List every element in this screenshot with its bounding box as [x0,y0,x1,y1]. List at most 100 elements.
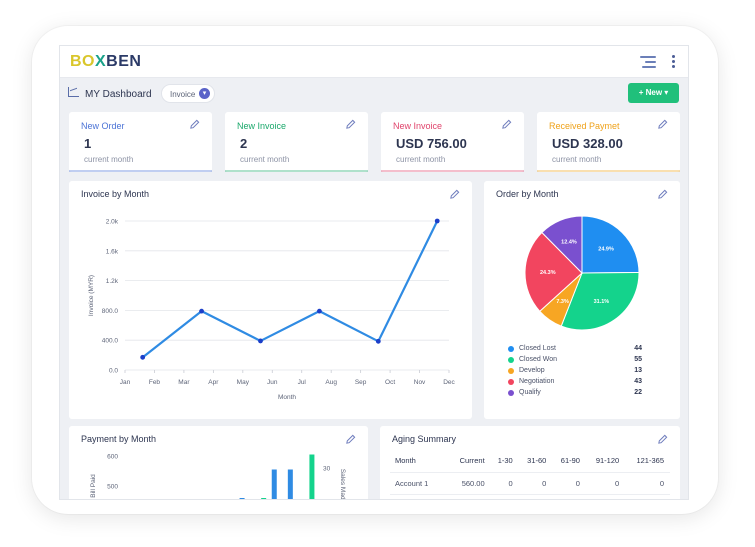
pie-slice[interactable] [560,271,640,331]
legend-item[interactable]: Negotiation 43 [508,377,642,388]
legend-value: 43 [634,378,642,385]
column-header[interactable]: 1-30 [490,450,519,473]
x-tick-label: Dec [443,379,455,386]
data-point[interactable] [140,354,146,360]
kpi-value: USD 756.00 [396,136,467,151]
kpi-card[interactable]: Received Paymet USD 328.00 current month [537,112,680,172]
kpi-card[interactable]: New Invoice USD 756.00 current month [381,112,524,172]
kpi-title: Received Paymet [549,121,620,131]
edit-icon[interactable] [501,119,512,130]
legend-item[interactable]: Closed Won 55 [508,355,642,366]
payment-chart-title: Payment by Month [81,434,157,444]
legend-item[interactable]: Qualify 22 [508,388,642,399]
data-point[interactable] [199,308,204,314]
pie-slice[interactable] [524,231,583,312]
bar[interactable] [271,469,277,501]
kpi-accent-line [381,170,524,172]
pie-slice-label: 7.3% [556,299,569,305]
kpi-card[interactable]: New Order 1 current month [69,112,212,172]
invoice-line-chart: 0.0 400.0 800.0 1.2k 1.6k 2.0k Jan Feb Mar Apr May… [88,218,456,402]
legend-value: 13 [634,367,642,374]
bar[interactable] [239,498,245,500]
legend-label: Closed Won [519,356,558,363]
logo-text-part3: BEN [106,53,142,70]
kpi-title: New Order [81,121,125,131]
pie-slice[interactable] [541,215,583,275]
table-cell: 0 [625,472,670,495]
x-tick-label: Sep [355,379,367,386]
y-tick-label: 1.2k [106,278,119,285]
kpi-card[interactable]: New Invoice 2 current month [225,112,368,172]
edit-icon[interactable] [657,434,668,445]
x-tick-label: Jun [267,379,278,386]
edit-icon[interactable] [449,189,460,200]
legend-label: Closed Lost [519,345,556,352]
dashboard-selector[interactable]: Invoice ▾ [161,84,215,103]
legend-item[interactable]: Develop 13 [508,366,642,377]
kpi-subtitle: current month [552,155,602,164]
pie-slice-label: 24.3% [540,270,556,276]
bar[interactable] [261,498,267,500]
payment-chart-panel: Payment by Month 40050060030Bill PaidSal… [69,426,368,501]
dashboard-selector-label: Invoice [170,90,196,99]
kpi-value: USD 328.00 [552,136,623,151]
edit-icon[interactable] [657,189,668,200]
table-cell: 0 [490,472,519,495]
table-cell: 0 [585,472,626,495]
menu-lines-icon[interactable] [640,56,656,68]
bar[interactable] [287,469,293,501]
x-tick-label: May [237,379,250,386]
column-header[interactable]: 31-60 [518,450,553,473]
y-tick-label: 2.0k [106,219,119,226]
x-tick-label: Jan [120,379,131,386]
legend-value: 44 [634,345,642,352]
data-point[interactable] [434,218,440,224]
column-header[interactable]: 61-90 [552,450,586,473]
kpi-title: New Invoice [393,121,443,131]
legend-color-dot [508,357,514,363]
edit-icon[interactable] [657,119,668,130]
legend-item[interactable]: Closed Lost 44 [508,344,642,355]
pie-slice[interactable] [581,215,640,274]
more-options-icon[interactable] [672,55,676,69]
y-axis-label: Invoice (MYR) [88,275,95,316]
table-row[interactable]: Account 1 560.00 0 0 0 0 0 [390,472,670,495]
edit-icon[interactable] [189,119,200,130]
bar[interactable] [309,454,315,501]
y-tick-label: 1.6k [106,248,119,255]
kpi-accent-line [69,170,212,172]
x-tick-label: Mar [178,379,190,386]
column-header[interactable]: Month [390,450,450,473]
bar[interactable] [181,500,186,501]
edit-icon[interactable] [345,434,356,445]
legend-label: Negotiation [519,378,555,385]
pie-slice-label: 24.9% [598,247,614,253]
y-tick-label: 0.0 [109,368,118,375]
pie-slice-label: 31.1% [594,299,610,305]
aging-summary-panel: Aging Summary Month Current 1-30 31-60 61-90… [380,426,680,499]
column-header[interactable]: 91-120 [585,450,626,473]
kpi-accent-line [225,170,368,172]
x-tick-label: Apr [208,379,219,386]
y-tick-label: 800.0 [102,308,119,315]
order-chart-panel: Order by Month 24.9% 31.1% 7.3% 24.3% 12.4% … [484,181,680,419]
table-cell: 0 [518,472,553,495]
data-point[interactable] [375,338,381,344]
y-axis-label: Bill Paid [90,474,97,498]
chevron-down-icon: ▾ [199,88,210,99]
edit-icon[interactable] [345,119,356,130]
x-axis-label: Month [278,394,296,401]
y-tick-label: 400.0 [102,338,119,345]
dashboard-chart-icon [68,87,79,97]
data-point[interactable] [317,308,322,314]
new-button[interactable]: + New ▾ [628,83,679,103]
order-pie-chart: 24.9% 31.1% 7.3% 24.3% 12.4% [524,215,640,331]
legend-value: 22 [634,389,642,396]
app-logo[interactable]: BOXBEN [70,53,141,71]
data-point[interactable] [258,338,263,344]
legend-color-dot [508,368,514,374]
kpi-subtitle: current month [396,155,446,164]
column-header[interactable]: Current [449,450,491,473]
column-header[interactable]: 121-365 [625,450,670,473]
